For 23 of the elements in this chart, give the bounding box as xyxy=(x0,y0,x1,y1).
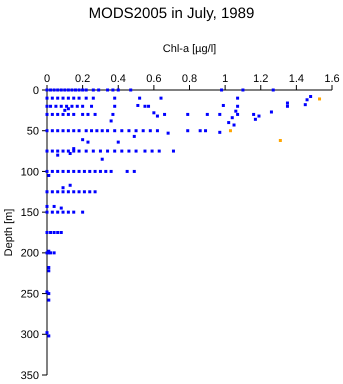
y-tick-label: 200 xyxy=(20,248,39,260)
x-tick-label: 0 xyxy=(44,73,50,85)
chart-title: MODS2005 in July, 1989 xyxy=(88,5,254,22)
y-tick-label: 0 xyxy=(32,84,39,97)
y-tick-label: 50 xyxy=(26,126,39,138)
x-tick-label: 0.4 xyxy=(110,73,126,85)
point xyxy=(278,138,282,142)
x-axis-title: Chl-a [µg/l] xyxy=(162,43,216,55)
y-tick-label: 250 xyxy=(20,288,39,300)
x-tick-label: 0.8 xyxy=(182,73,198,85)
x-tick-label: 1.2 xyxy=(253,73,268,85)
x-tick-label: 1.6 xyxy=(324,73,340,85)
x-tick-label: 0.6 xyxy=(146,73,162,85)
y-tick-label: 150 xyxy=(20,206,39,219)
point xyxy=(318,97,322,100)
y-tick-label: 350 xyxy=(20,370,39,382)
x-tick-label: 1.4 xyxy=(288,73,304,85)
x-tick-label: 1 xyxy=(222,73,228,85)
y-axis-title: Depth [m] xyxy=(3,208,15,256)
y-tick-label: 300 xyxy=(20,329,39,342)
x-tick-label: 0.2 xyxy=(74,73,90,85)
y-tick-label: 100 xyxy=(20,166,39,178)
point xyxy=(228,129,232,132)
